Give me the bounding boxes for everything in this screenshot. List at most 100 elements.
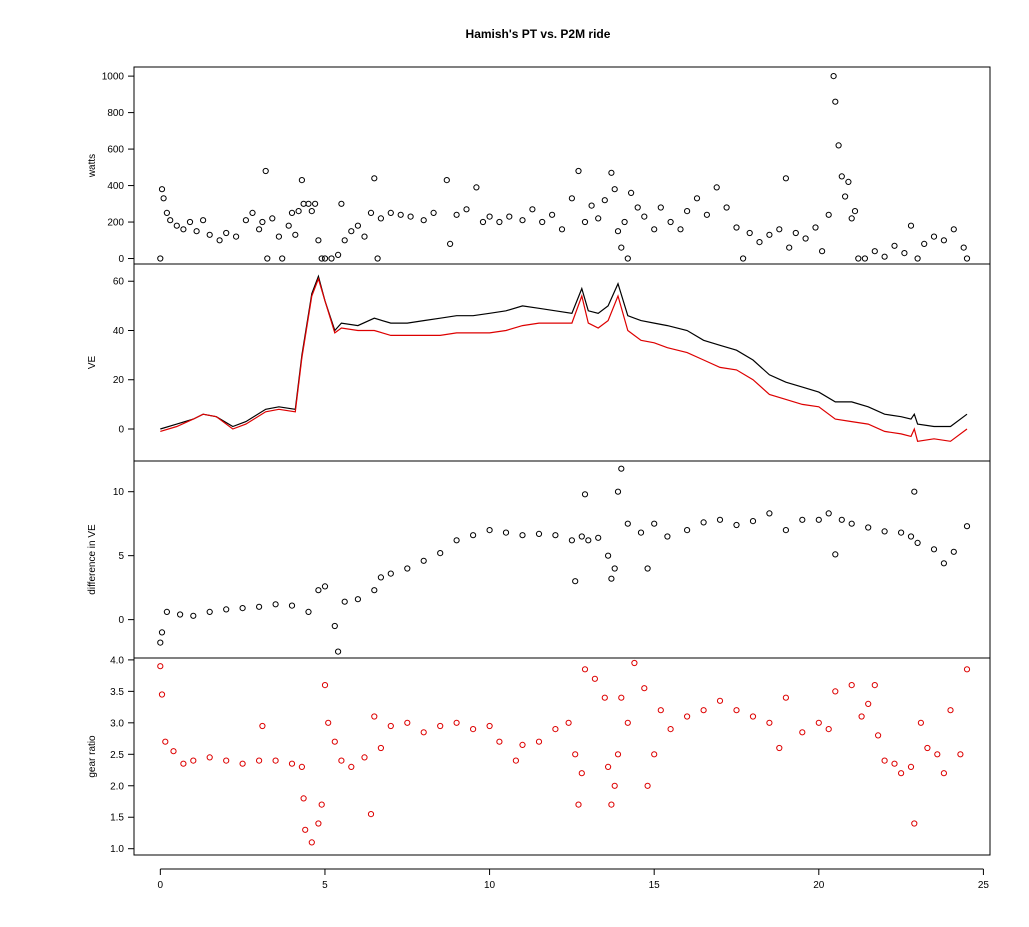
data-point <box>318 255 325 262</box>
data-point <box>420 557 427 564</box>
data-point <box>193 228 200 235</box>
data-point <box>453 719 460 726</box>
data-point <box>163 209 170 216</box>
data-point <box>374 255 381 262</box>
data-point <box>776 226 783 233</box>
data-point <box>275 233 282 240</box>
data-point <box>848 215 855 222</box>
y-tick-label: 3.5 <box>110 687 124 698</box>
data-point <box>387 722 394 730</box>
data-point <box>963 255 971 262</box>
data-point <box>940 770 948 777</box>
data-point <box>963 523 971 530</box>
data-point <box>453 211 460 218</box>
data-point <box>292 231 299 238</box>
data-point <box>298 177 305 184</box>
data-point <box>641 685 648 692</box>
data-point <box>911 820 918 827</box>
data-point <box>486 722 493 730</box>
data-point <box>766 719 773 726</box>
data-point <box>786 244 793 251</box>
data-point <box>756 239 763 246</box>
data-point <box>206 231 213 238</box>
data-point <box>167 217 174 224</box>
data-point <box>746 229 753 237</box>
data-point <box>308 839 315 846</box>
data-point <box>331 622 338 630</box>
y-tick-label: 5 <box>118 551 124 562</box>
data-point <box>338 757 345 764</box>
data-point <box>170 748 177 755</box>
data-point <box>832 688 839 695</box>
data-point <box>835 142 842 149</box>
data-point <box>700 519 707 526</box>
data-point <box>782 694 790 701</box>
data-point <box>848 520 855 527</box>
data-point <box>611 782 618 789</box>
data-point <box>871 248 878 255</box>
data-point <box>420 217 427 224</box>
data-point <box>891 760 898 767</box>
data-point <box>960 244 967 251</box>
data-point <box>535 530 543 538</box>
data-point <box>865 524 872 531</box>
data-point <box>447 240 454 247</box>
data-point <box>605 552 612 559</box>
data-point <box>842 193 849 200</box>
series-line-1 <box>160 274 968 430</box>
data-point <box>558 226 566 233</box>
data-point <box>608 801 615 808</box>
data-point <box>641 213 648 220</box>
data-point <box>957 751 964 758</box>
data-point <box>348 228 355 235</box>
data-point <box>713 184 720 191</box>
data-point <box>621 218 628 226</box>
data-point <box>173 222 180 229</box>
data-point <box>875 732 882 739</box>
data-point <box>716 516 724 523</box>
data-point <box>881 757 888 764</box>
data-point <box>832 551 839 558</box>
data-point <box>354 222 361 229</box>
data-point <box>631 659 638 667</box>
data-point <box>700 707 707 714</box>
data-point <box>539 218 546 226</box>
data-point <box>264 255 271 262</box>
data-point <box>940 560 948 567</box>
data-point <box>907 533 915 540</box>
data-point <box>162 738 169 745</box>
data-point <box>158 629 166 636</box>
data-point <box>315 237 322 244</box>
data-point <box>157 663 164 670</box>
data-point <box>907 222 915 229</box>
data-point <box>269 215 276 222</box>
data-point <box>825 726 832 733</box>
panel-frame <box>133 263 991 462</box>
data-point <box>512 757 520 764</box>
data-point <box>321 682 329 689</box>
data-point <box>190 757 197 764</box>
data-point <box>549 211 556 218</box>
data-point <box>315 587 322 594</box>
data-point <box>371 713 378 720</box>
y-axis-label: difference in VE <box>87 524 98 595</box>
panel-frame <box>133 657 991 856</box>
data-point <box>367 209 375 216</box>
data-point <box>463 206 470 213</box>
data-point <box>575 167 582 175</box>
data-point <box>288 760 296 767</box>
data-point <box>361 233 368 240</box>
data-point <box>637 529 645 536</box>
data-point <box>608 169 615 176</box>
data-point <box>667 726 674 733</box>
data-point <box>397 211 404 218</box>
data-point <box>404 719 411 726</box>
y-tick-label: 200 <box>107 218 124 229</box>
data-point <box>858 713 865 720</box>
data-point <box>766 231 773 238</box>
panel-4: 1.0 1.5 2.0 2.5 3.0 3.5 4.0 gear ratio <box>87 655 991 856</box>
data-point <box>473 184 480 191</box>
data-point <box>581 666 589 673</box>
data-point <box>950 548 957 555</box>
data-point <box>921 240 928 247</box>
